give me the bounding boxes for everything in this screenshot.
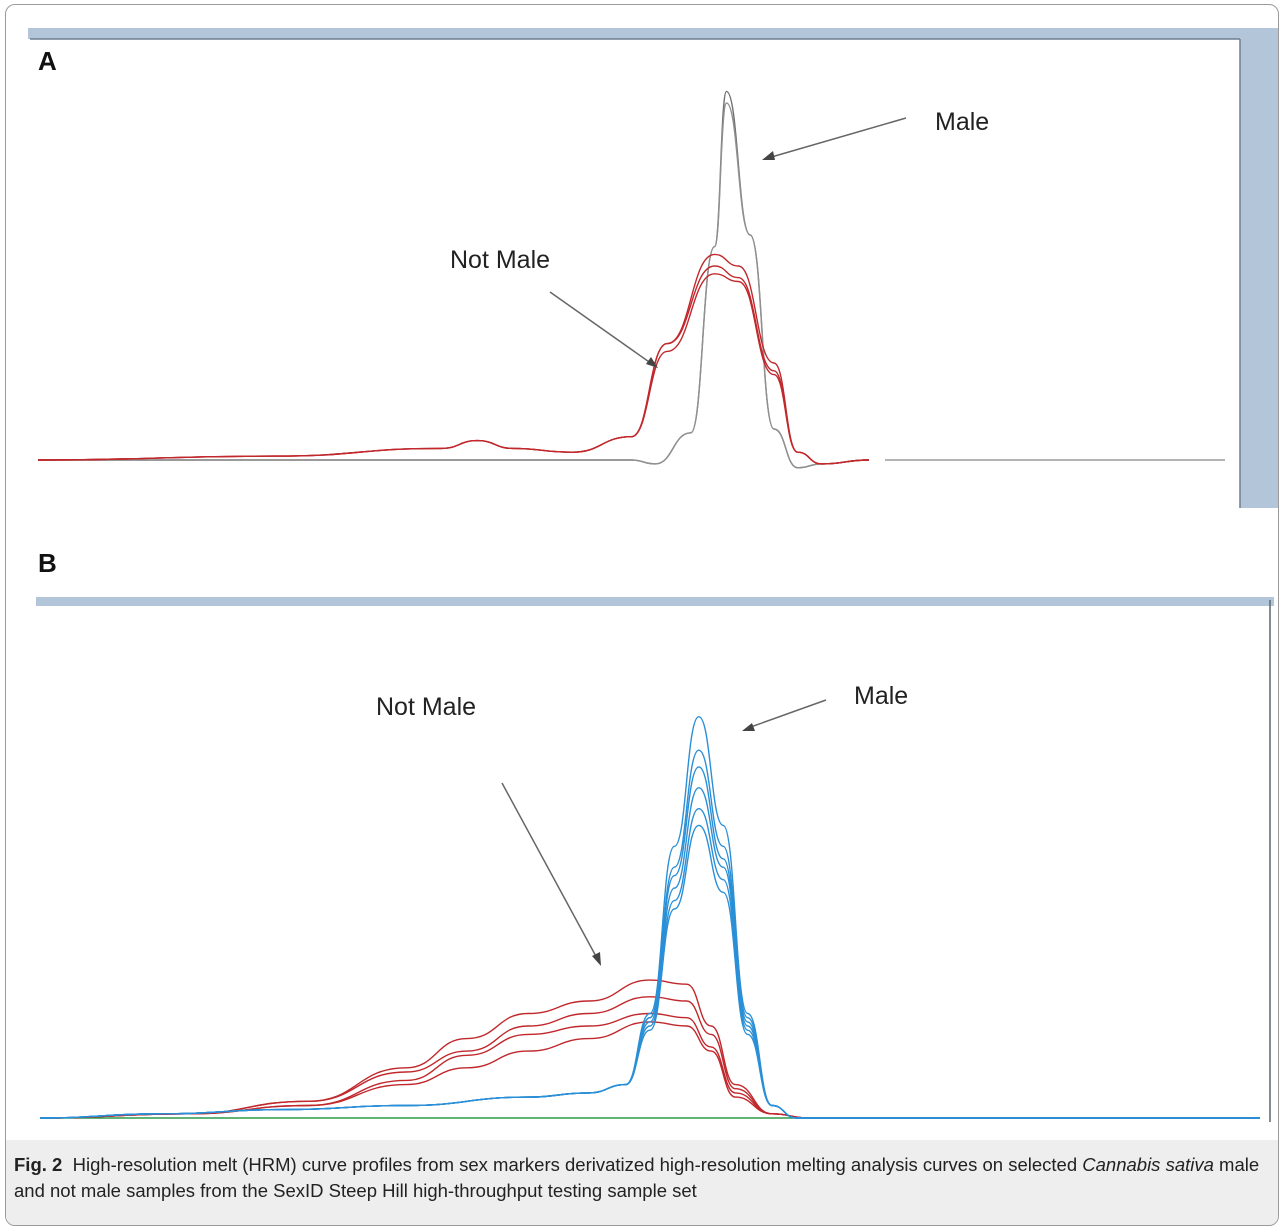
- panel-a-male-arrowhead: [762, 151, 775, 160]
- panel-a-right-bar: [1240, 28, 1278, 508]
- panel-b-curve-male-9: [39, 787, 1260, 1119]
- caption-text-after: male and not male samples from the SexID…: [14, 1154, 1260, 1201]
- panel-b-frame: [36, 597, 1274, 1122]
- panel-b-curve-male-8: [39, 766, 1260, 1119]
- figure-caption: Fig. 2 High-resolution melt (HRM) curve …: [14, 1152, 1264, 1204]
- panel-a-male-arrow: [767, 117, 907, 159]
- panel-b-not-male-arrow: [501, 782, 599, 961]
- panel-a-not-male-arrowhead: [646, 357, 658, 368]
- panel-b-curve-not-male-4: [39, 1012, 1260, 1119]
- figure-frame: [5, 4, 1279, 1226]
- caption-band: [6, 1140, 1278, 1225]
- panel-b-curve-male-11: [39, 824, 1260, 1119]
- panel-b-not-male-arrowhead: [592, 952, 601, 966]
- panel-b-label: B: [38, 548, 57, 578]
- caption-text-before: High-resolution melt (HRM) curve profile…: [72, 1154, 1083, 1175]
- panel-a-male-annotation: Male: [935, 108, 990, 136]
- panel-a-arrows: [549, 117, 907, 368]
- panel-b-curve-not-male-5: [39, 1021, 1260, 1119]
- caption-label: Fig. 2: [14, 1154, 63, 1175]
- panel-b-not-male-annotation: Not Male: [376, 693, 477, 721]
- panel-b-curve-male-7: [39, 749, 1260, 1119]
- panel-a-label: A: [38, 46, 57, 76]
- panel-b-top-bar: [36, 597, 1274, 606]
- panel-a-not-male-annotation: Not Male: [450, 246, 551, 274]
- panel-a-top-bar: [28, 28, 1278, 39]
- panel-b-male-arrow: [747, 699, 827, 729]
- panel-a-not-male-arrow: [549, 291, 653, 365]
- caption-species: Cannabis sativa: [1082, 1154, 1214, 1175]
- panel-a-plot: [37, 90, 1225, 469]
- panel-b-curve-not-male-2: [39, 979, 1260, 1119]
- panel-a-curve-male-2: [37, 102, 869, 469]
- panel-a-frame: [28, 28, 1278, 508]
- panel-b-arrows: [501, 699, 827, 966]
- panel-b-curve-male-10: [39, 807, 1260, 1119]
- panel-a-curve-male-1: [37, 90, 869, 469]
- panel-b-curve-not-male-3: [39, 996, 1260, 1119]
- panel-b-male-annotation: Male: [854, 682, 909, 710]
- panel-a-curve-not-male-4: [37, 265, 869, 465]
- panel-a-curve-not-male-5: [37, 273, 869, 465]
- panel-b-plot: [39, 715, 1260, 1119]
- panel-b-curve-male-6: [39, 715, 1260, 1119]
- panel-b-male-arrowhead: [742, 723, 755, 731]
